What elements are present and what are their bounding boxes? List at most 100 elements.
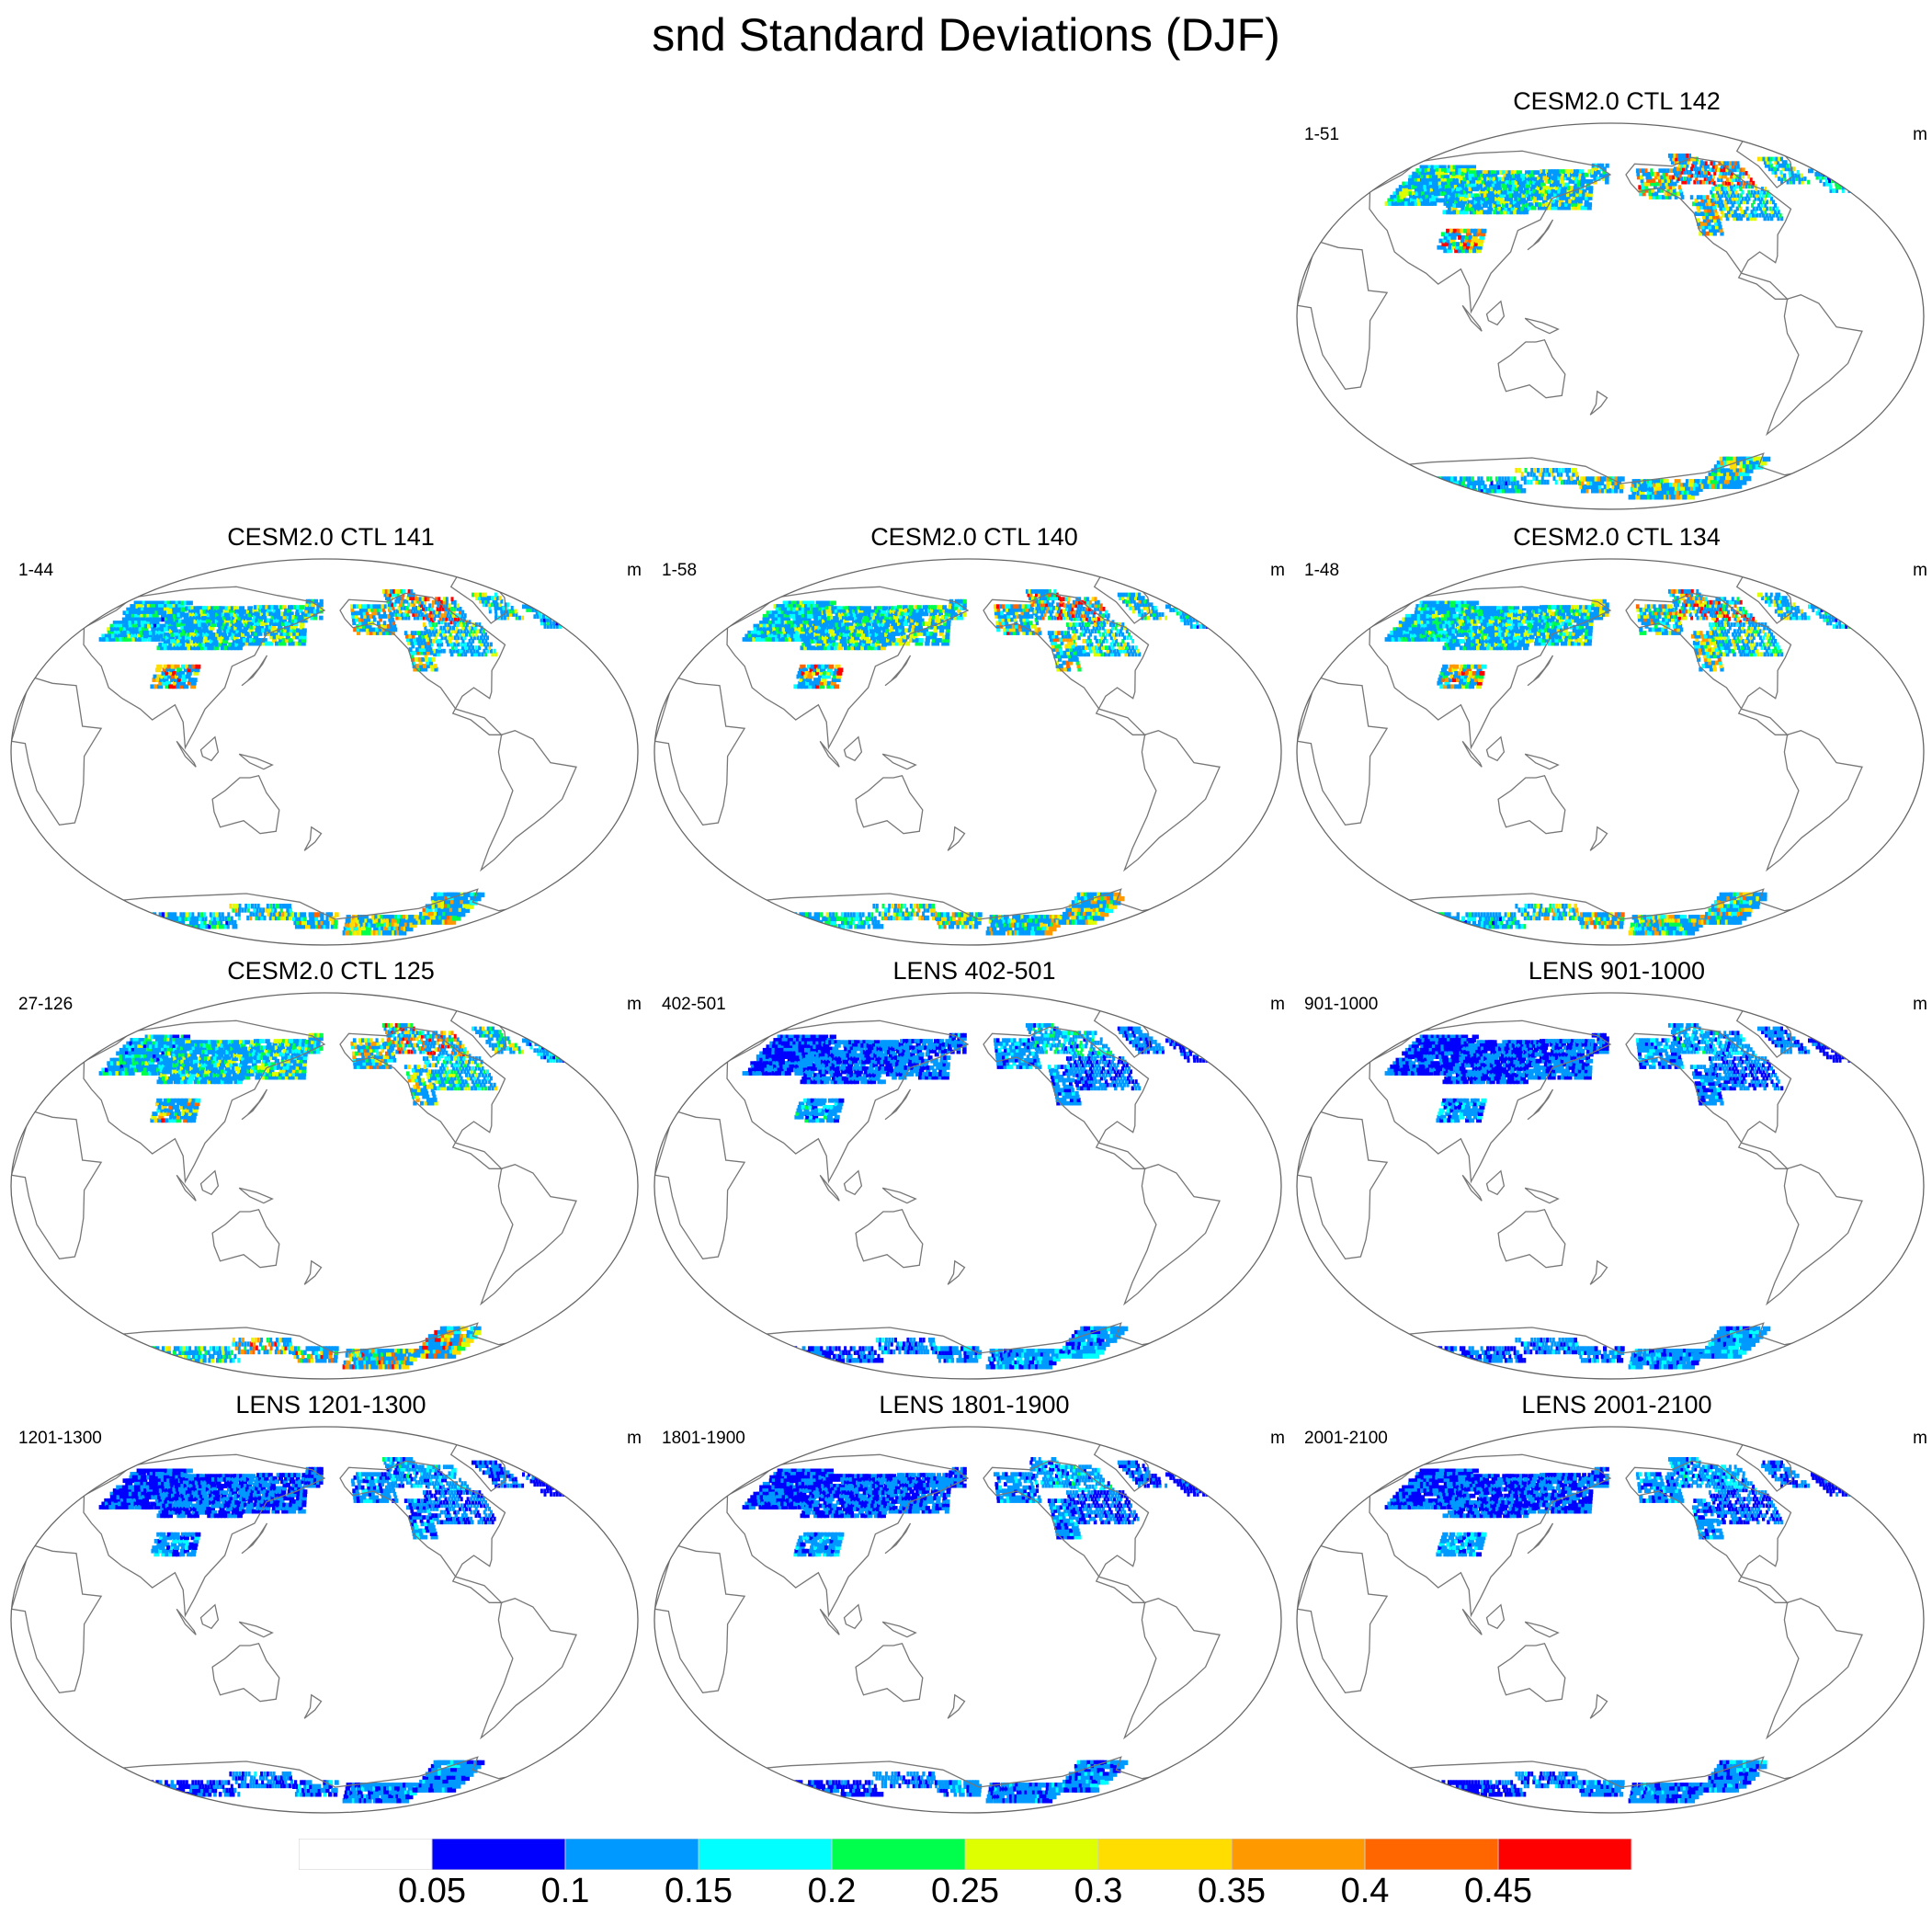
snow-cell <box>1488 203 1494 208</box>
snow-cell <box>1538 188 1544 194</box>
snow-cell <box>466 648 470 654</box>
snow-cell <box>1042 602 1046 608</box>
snow-cell <box>835 678 841 682</box>
snow-cell <box>810 645 816 651</box>
snow-cell <box>1700 224 1705 230</box>
snow-cell <box>885 641 891 646</box>
coastline <box>303 826 323 851</box>
snow-cell <box>860 635 867 641</box>
snow-cell <box>1130 635 1132 641</box>
snow-cell <box>891 621 896 626</box>
snow-cell <box>1545 176 1551 181</box>
snow-cell <box>1838 185 1842 190</box>
snow-cell <box>1710 177 1713 181</box>
snow-cell <box>1466 242 1472 246</box>
snow-cell <box>1057 657 1062 662</box>
snow-cell <box>1081 629 1085 634</box>
snow-cell <box>787 633 793 639</box>
snow-cell <box>1763 160 1767 165</box>
snow-cell <box>397 589 401 594</box>
snow-cell <box>365 623 369 629</box>
snow-cell <box>237 915 241 921</box>
snow-cell <box>1456 203 1462 208</box>
snow-cell <box>871 616 878 621</box>
snow-cell <box>316 606 321 610</box>
snow-cell <box>1561 468 1565 473</box>
snow-cell <box>1666 188 1670 193</box>
snow-cell <box>328 916 333 921</box>
snow-cell <box>256 624 261 630</box>
snow-cell <box>230 612 236 618</box>
snow-cell <box>166 632 174 637</box>
snow-cell <box>1517 484 1520 490</box>
snow-cell <box>1087 607 1091 611</box>
snow-cell <box>445 616 449 621</box>
snow-cell <box>381 631 386 635</box>
snow-cell <box>297 924 301 929</box>
snow-cell <box>419 637 423 643</box>
snow-cell <box>824 635 831 641</box>
snow-cell <box>1449 168 1457 173</box>
snow-cell <box>1467 480 1471 485</box>
snow-cell <box>210 616 217 621</box>
snow-cell <box>1523 187 1529 192</box>
snow-cell <box>1438 480 1443 485</box>
snow-cell <box>1472 480 1477 485</box>
snow-cell <box>222 609 229 614</box>
snow-cell <box>413 666 417 672</box>
snow-cell <box>364 621 369 626</box>
snow-cell <box>1052 592 1056 598</box>
snow-cell <box>410 631 415 635</box>
snow-cell <box>555 624 559 629</box>
world-map <box>653 558 1282 946</box>
snow-cell <box>301 919 305 926</box>
snow-cell <box>1190 604 1194 610</box>
snow-cell <box>360 915 366 920</box>
snow-cell <box>154 667 162 673</box>
snow-cell <box>1086 642 1090 647</box>
snow-cell <box>351 617 356 622</box>
snow-cell <box>216 622 222 628</box>
snow-cell <box>375 627 379 632</box>
snow-cell <box>303 916 307 921</box>
snow-cell <box>1733 161 1737 166</box>
snow-cell <box>236 625 243 631</box>
snow-cell <box>812 684 818 689</box>
snow-cell <box>1710 179 1714 185</box>
snow-cell <box>1563 172 1569 177</box>
snow-cell <box>403 589 405 594</box>
snow-cell <box>1532 180 1538 185</box>
snow-cell <box>195 919 199 926</box>
snow-cell <box>1584 172 1589 177</box>
snow-cell <box>877 635 882 641</box>
snow-cell <box>1410 198 1417 203</box>
snow-cell <box>417 644 422 649</box>
snow-cell <box>1466 189 1472 195</box>
snow-cell <box>429 642 434 647</box>
snow-cell <box>1765 156 1768 162</box>
snow-cell <box>1758 206 1762 211</box>
snow-cell <box>268 915 272 921</box>
snow-cell <box>272 618 278 623</box>
snow-cell <box>1751 203 1754 208</box>
snow-cell <box>1086 652 1091 657</box>
snow-cell <box>913 632 919 636</box>
snow-cell <box>828 642 835 647</box>
coastline <box>238 753 274 770</box>
snow-cell <box>1394 201 1402 206</box>
snow-cell <box>244 622 250 628</box>
snow-cell <box>188 629 195 634</box>
snow-cell <box>824 629 832 634</box>
snow-cell <box>243 609 249 614</box>
snow-cell <box>1540 479 1544 485</box>
snow-cell <box>1766 189 1769 195</box>
snow-cell <box>301 615 305 620</box>
snow-cell <box>1683 154 1687 158</box>
snow-cell <box>138 637 145 642</box>
snow-cell <box>1562 182 1567 188</box>
snow-cell <box>275 621 280 626</box>
snow-cell <box>268 621 275 626</box>
snow-cell <box>464 625 468 631</box>
snow-cell <box>1499 210 1506 215</box>
snow-cell <box>1186 608 1189 612</box>
